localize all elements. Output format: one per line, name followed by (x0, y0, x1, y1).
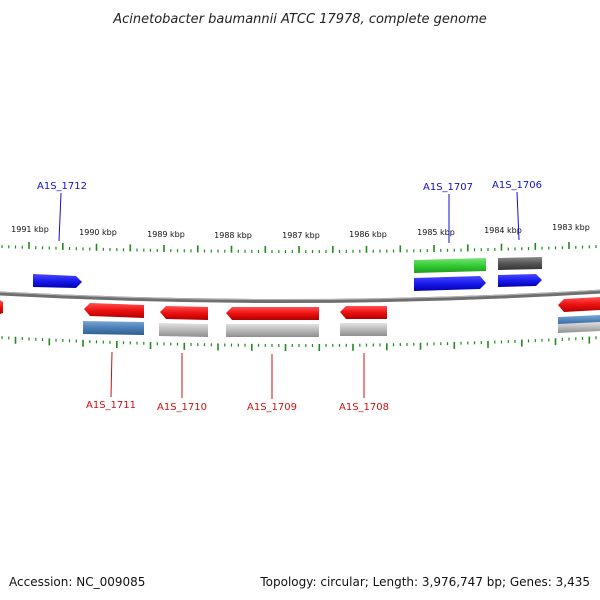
genome-summary-text: Topology: circular; Length: 3,976,747 bp… (259, 575, 590, 589)
tick-ring-lower (1, 336, 597, 351)
gene-feature-A1S_1710[interactable] (160, 306, 208, 320)
label-leader (516, 191, 520, 241)
kbp-label: 1986 kbp (349, 230, 387, 239)
genome-title: Acinetobacter baumannii ATCC 17978, comp… (112, 12, 487, 27)
label-leader (110, 351, 113, 398)
gene-label-A1S_1707[interactable]: A1S_1707 (423, 182, 473, 193)
kbp-label: 1989 kbp (147, 230, 185, 239)
kbp-label: 1985 kbp (417, 228, 455, 237)
gene-feature-edge-right[interactable] (558, 297, 600, 312)
gene-track-A1S_1709[interactable] (226, 324, 319, 337)
gene-feature-A1S_1706-pseudo[interactable] (498, 257, 542, 270)
kbp-label-group: 1991 kbp 1990 kbp 1989 kbp 1988 kbp 1987… (11, 223, 590, 240)
gene-feature-A1S_1708[interactable] (340, 306, 387, 319)
kbp-label: 1987 kbp (282, 231, 320, 240)
genome-backbone-highlight (0, 289, 600, 301)
kbp-label: 1984 kbp (484, 226, 522, 235)
gene-track-A1S_1708[interactable] (340, 323, 387, 336)
kbp-label: 1990 kbp (79, 228, 117, 237)
kbp-label: 1991 kbp (11, 225, 49, 234)
gene-track-A1S_1711[interactable] (83, 321, 144, 335)
gene-label-A1S_1710[interactable]: A1S_1710 (157, 402, 207, 413)
gene-label-A1S_1712[interactable]: A1S_1712 (37, 181, 87, 192)
accession-text: Accession: NC_009085 (9, 575, 145, 589)
gene-feature-A1S_1712[interactable] (33, 274, 82, 288)
gene-label-A1S_1711[interactable]: A1S_1711 (86, 400, 136, 411)
genome-backbone (0, 289, 600, 304)
gene-feature-A1S_1706[interactable] (498, 274, 542, 287)
gene-track-edge-right-grey[interactable] (558, 322, 600, 333)
gene-track-A1S_1710[interactable] (159, 323, 208, 337)
gene-label-A1S_1708[interactable]: A1S_1708 (339, 402, 389, 413)
kbp-label: 1988 kbp (214, 231, 252, 240)
gene-label-A1S_1709[interactable]: A1S_1709 (247, 402, 297, 413)
kbp-label: 1983 kbp (552, 223, 590, 232)
label-leader (58, 192, 62, 242)
gene-feature-A1S_1711[interactable] (84, 303, 144, 318)
gene-feature-edge-left[interactable] (0, 300, 3, 314)
tick-ring-upper (1, 241, 597, 253)
gene-feature-A1S_1709[interactable] (226, 307, 319, 320)
gene-feature-A1S_1707[interactable] (414, 276, 486, 291)
gene-feature-A1S_1707-rna[interactable] (414, 258, 486, 273)
gene-label-A1S_1706[interactable]: A1S_1706 (492, 180, 542, 191)
